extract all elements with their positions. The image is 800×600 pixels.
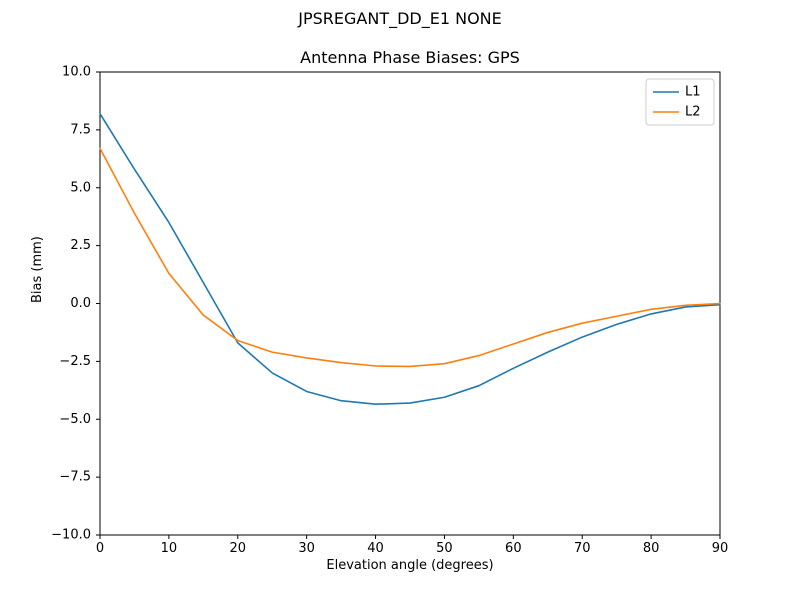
x-tick-label: 40 — [367, 541, 384, 556]
series-line-L2 — [99, 147, 721, 368]
x-axis-label: Elevation angle (degrees) — [326, 558, 494, 573]
y-tick-label: 5.0 — [70, 180, 91, 195]
x-tick-label: 0 — [96, 541, 104, 556]
legend-label-L1: L1 — [685, 85, 701, 100]
y-tick-label: −5.0 — [59, 412, 91, 427]
x-tick-label: 50 — [436, 541, 453, 556]
figure-title: JPSREGANT_DD_E1 NONE — [298, 9, 502, 28]
y-tick-label: 0.0 — [70, 296, 91, 311]
series-line-L1 — [99, 112, 721, 406]
y-tick-label: −7.5 — [59, 470, 91, 485]
x-tick-label: 30 — [298, 541, 315, 556]
y-tick-label: 10.0 — [62, 65, 91, 80]
x-tick-label: 70 — [574, 541, 591, 556]
x-tick-label: 80 — [643, 541, 660, 556]
y-tick-label: −2.5 — [59, 354, 91, 369]
x-tick-label: 10 — [161, 541, 178, 556]
y-tick-label: −10.0 — [51, 528, 91, 543]
x-tick-label: 60 — [505, 541, 522, 556]
x-tick-label: 20 — [230, 541, 247, 556]
legend-label-L2: L2 — [685, 105, 701, 120]
x-tick-label: 90 — [712, 541, 729, 556]
y-tick-label: 2.5 — [70, 238, 91, 253]
y-tick-label: 7.5 — [70, 122, 91, 137]
axes-title: Antenna Phase Biases: GPS — [300, 48, 520, 67]
legend-box — [645, 78, 715, 126]
